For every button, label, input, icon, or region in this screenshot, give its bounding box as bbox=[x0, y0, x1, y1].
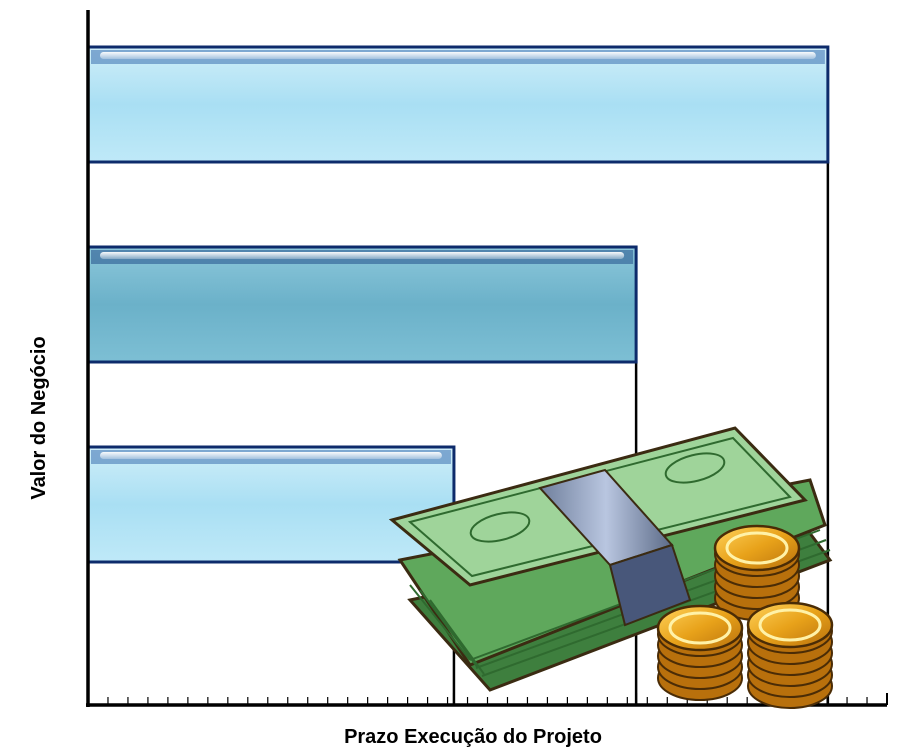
money-stack-and-coins-icon bbox=[388, 426, 834, 709]
bar-body bbox=[86, 245, 638, 364]
bar bbox=[86, 445, 456, 564]
coin-rim bbox=[758, 608, 822, 642]
bar bbox=[86, 45, 830, 164]
coin-rim bbox=[725, 531, 789, 565]
y-axis-label: Valor do Negócio bbox=[28, 336, 50, 499]
bar-body bbox=[86, 445, 456, 564]
coin-stack-icon bbox=[656, 524, 834, 709]
bar-highlight bbox=[100, 52, 816, 59]
bar-body bbox=[86, 45, 830, 164]
bar-highlight bbox=[100, 452, 442, 459]
axes bbox=[86, 10, 887, 707]
coin-rim bbox=[668, 611, 732, 645]
bar bbox=[86, 245, 638, 364]
bar-highlight bbox=[100, 252, 625, 259]
bars bbox=[86, 45, 830, 564]
x-axis-label: Prazo Execução do Projeto bbox=[344, 726, 602, 748]
